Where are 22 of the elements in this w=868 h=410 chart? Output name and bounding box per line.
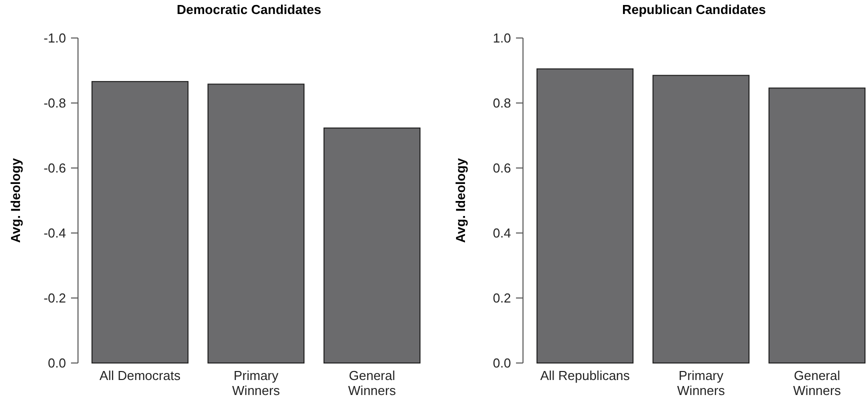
x-tick-label: All Democrats <box>100 368 181 383</box>
x-tick-label: All Republicans <box>540 368 630 383</box>
x-tick-label: General Winners <box>793 368 842 398</box>
y-tick-label: 0.4 <box>492 226 511 241</box>
y-axis-title: Avg. Ideology <box>8 157 23 243</box>
x-tick-label: Primary Winners <box>677 368 726 398</box>
y-tick-label: -0.6 <box>44 160 66 176</box>
chart-title: Republican Candidates <box>622 2 766 17</box>
y-tick-label: 0.6 <box>492 160 511 176</box>
y-tick-label: 0.0 <box>492 356 511 371</box>
y-tick-label: 0.8 <box>492 96 511 111</box>
y-tick-label: -0.4 <box>44 226 66 241</box>
chart-title: Democratic Candidates <box>176 2 322 17</box>
y-tick-label: 1.0 <box>492 30 511 46</box>
x-tick-label: General Winners <box>348 368 396 398</box>
y-tick-label: 0.0 <box>48 356 66 371</box>
y-axis-title: Avg. Ideology <box>453 157 468 243</box>
y-tick-label: -1.0 <box>44 30 66 46</box>
y-tick-label: -0.2 <box>44 290 66 306</box>
y-tick-label: -0.8 <box>44 96 66 111</box>
x-tick-label: Primary Winners <box>232 368 280 398</box>
y-tick-label: 0.2 <box>492 290 511 306</box>
